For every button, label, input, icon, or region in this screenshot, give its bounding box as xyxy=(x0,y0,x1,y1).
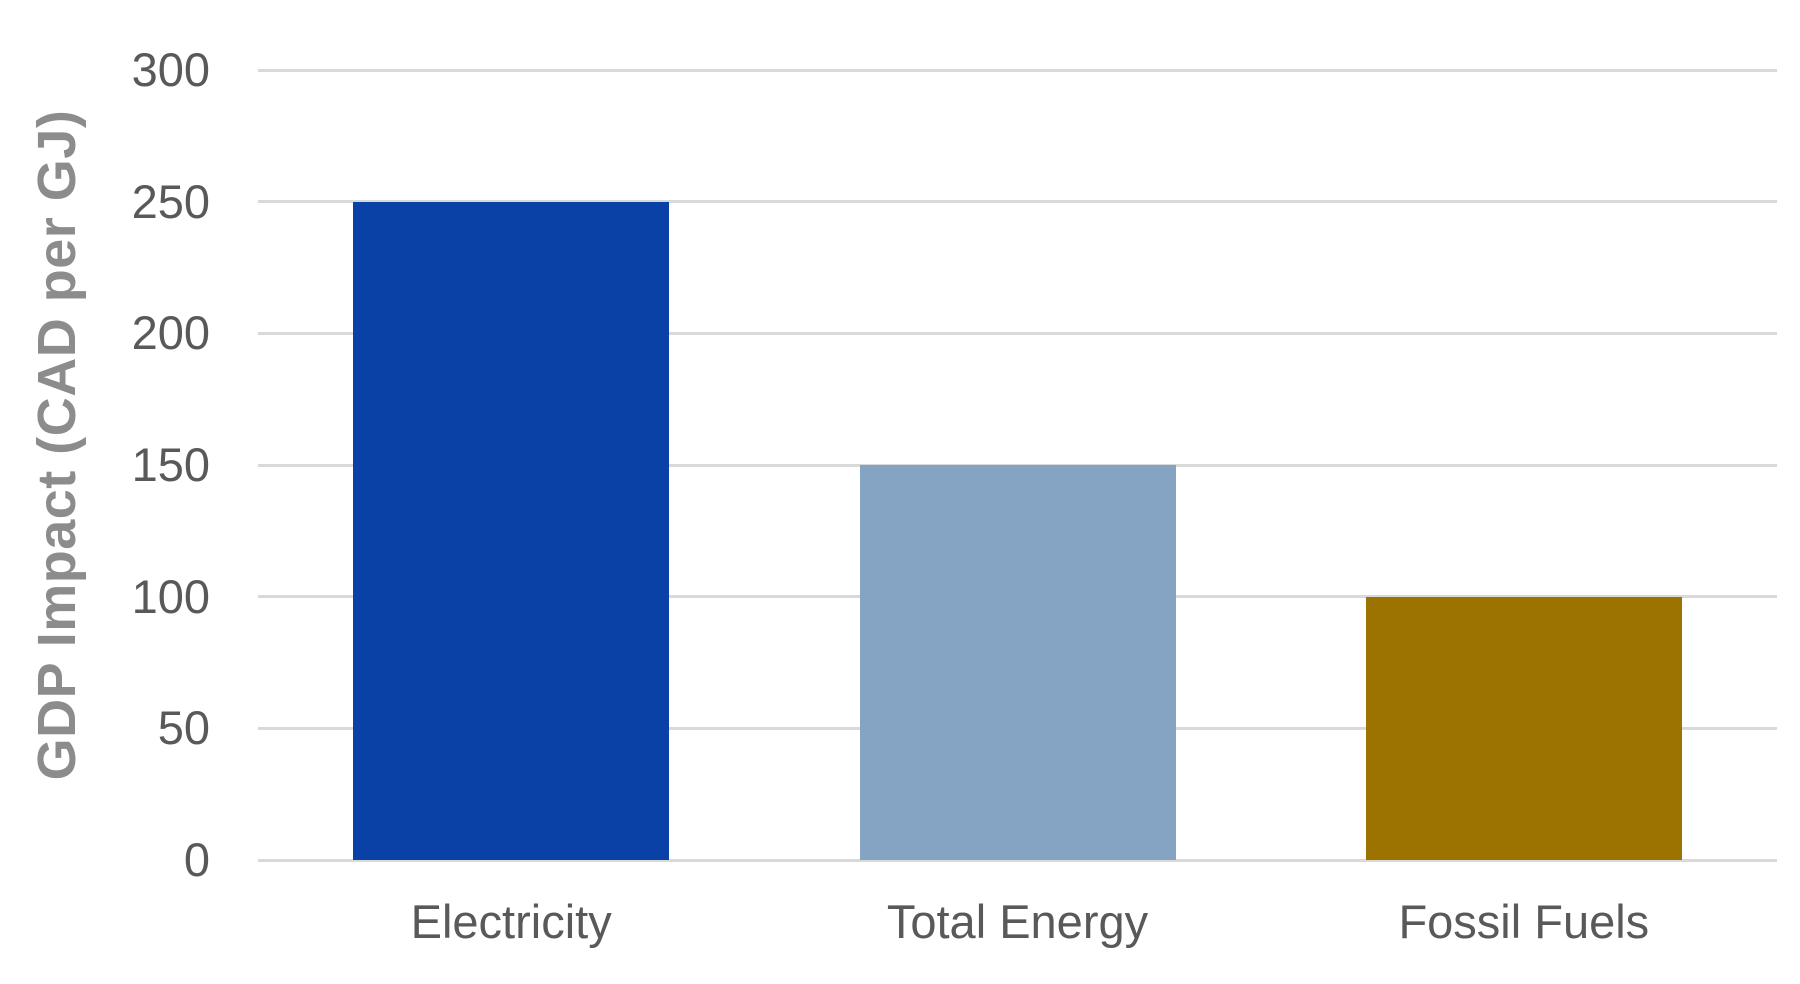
gridline-200 xyxy=(258,331,1777,335)
gridline-300 xyxy=(258,68,1777,72)
category-label-electricity: Electricity xyxy=(410,895,612,948)
category-label-total-energy: Total Energy xyxy=(886,895,1149,948)
y-tick-label-300: 300 xyxy=(131,43,210,96)
y-tick-label-200: 200 xyxy=(131,306,210,360)
y-tick-label-100: 100 xyxy=(131,569,210,623)
gridline-250 xyxy=(258,200,1777,204)
category-label-fossil-fuels: Fossil Fuels xyxy=(1398,895,1650,948)
bar-electricity xyxy=(353,201,670,860)
y-tick-label-150: 150 xyxy=(131,438,210,491)
y-tick-label-250: 250 xyxy=(131,174,210,228)
y-tick-label-50: 50 xyxy=(157,701,210,755)
gridline-0 xyxy=(258,858,1777,862)
plot-area xyxy=(258,68,1777,862)
bar-fossil-fuels xyxy=(1365,596,1682,860)
y-tick-label-0: 0 xyxy=(183,833,210,886)
bar-total-energy xyxy=(859,465,1176,860)
